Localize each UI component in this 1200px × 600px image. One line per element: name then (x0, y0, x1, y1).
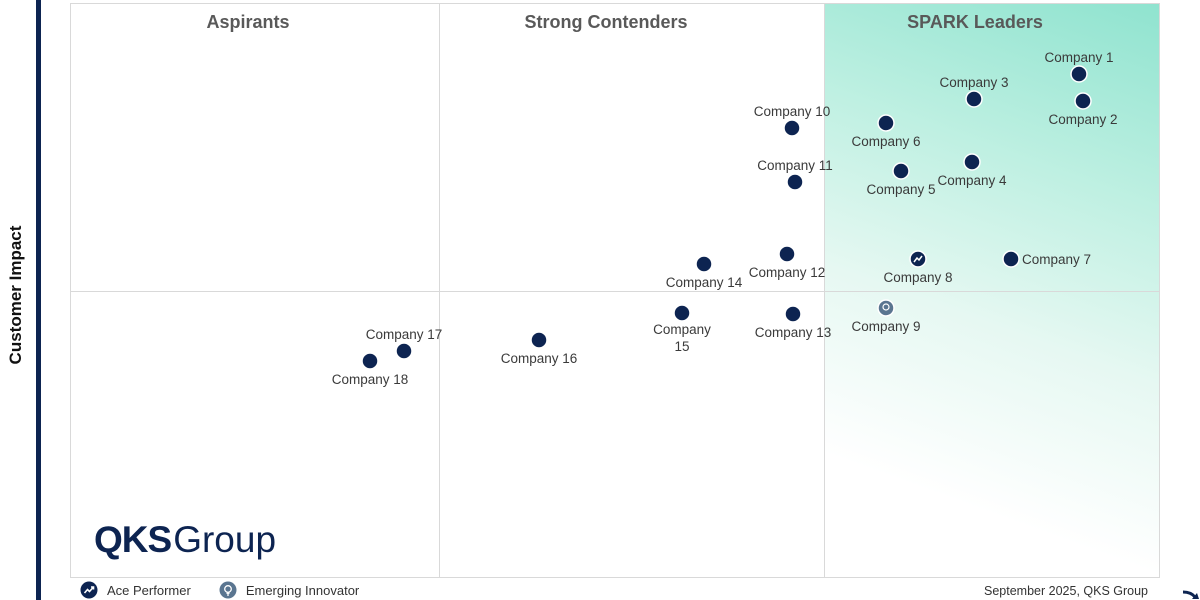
company-label: Company 18 (332, 372, 409, 387)
company-point: Company 15 (653, 304, 711, 354)
company-label: Company 17 (366, 327, 443, 342)
company-point: Company 13 (755, 305, 832, 340)
company-marker (786, 173, 804, 191)
left-accent-bar (36, 0, 41, 600)
company-label: Company 16 (501, 351, 578, 366)
company-label: Company 2 (1048, 112, 1117, 127)
company-label: Company 12 (749, 265, 826, 280)
matrix-chart: Aspirants Strong Contenders SPARK Leader… (70, 3, 1160, 578)
company-marker (395, 342, 413, 360)
legend-item-ace: Ace Performer (80, 581, 191, 599)
horizontal-midline (71, 291, 1159, 292)
company-marker (965, 90, 983, 108)
company-marker (963, 153, 981, 171)
logo-text-bold: QKS (94, 519, 172, 560)
company-point: Company 1 (1044, 50, 1114, 83)
company-label: Company 13 (755, 325, 832, 340)
quadrant-title-aspirants: Aspirants (206, 12, 290, 32)
footer-date: September 2025, QKS Group (984, 584, 1148, 598)
y-axis-label: Customer Impact (6, 225, 25, 365)
company-label: Company 11 (757, 158, 833, 173)
quadrant-divider-right (824, 4, 825, 577)
company-label: 15 (674, 339, 689, 354)
company-point: Company 2 (1048, 92, 1118, 127)
company-marker (1074, 92, 1092, 110)
quadrant-title-leaders: SPARK Leaders (907, 12, 1043, 32)
company-label: Company 1 (1044, 50, 1113, 65)
company-point: Company 9 (851, 299, 921, 334)
company-label: Company 5 (866, 182, 935, 197)
company-marker (783, 119, 801, 137)
lightbulb-icon (219, 581, 237, 599)
quadrant-title-contenders: Strong Contenders (524, 12, 688, 32)
company-point: Company 10 (754, 104, 831, 137)
company-point: Company 14 (666, 255, 743, 290)
legend-item-emerging: Emerging Innovator (219, 581, 359, 599)
legend-label-ace: Ace Performer (107, 582, 191, 598)
logo-text-light: Group (173, 519, 277, 560)
company-marker (1070, 65, 1088, 83)
company-point: Company 17 (366, 327, 443, 360)
company-marker (877, 114, 895, 132)
company-marker (892, 162, 910, 180)
quadrant-divider-left (439, 4, 440, 577)
company-point: Company 7 (1002, 250, 1091, 268)
company-marker (877, 299, 895, 317)
company-label: Company 4 (937, 173, 1007, 188)
company-label: Company 8 (883, 270, 952, 285)
company-point: Company 8 (883, 250, 953, 285)
trend-up-icon (80, 581, 98, 599)
company-marker (695, 255, 713, 273)
company-marker (361, 352, 379, 370)
company-label: Company 14 (666, 275, 743, 290)
lightbulb-icon (882, 303, 890, 311)
qks-group-logo: QKSGroup (94, 519, 276, 561)
company-point: Company 18 (332, 352, 409, 387)
company-marker (784, 305, 802, 323)
company-label: Company 10 (754, 104, 831, 119)
company-point: Company 11 (757, 158, 833, 191)
company-point: Company 4 (937, 153, 1007, 188)
arrow-right-icon (1183, 590, 1199, 599)
legend: Ace Performer Emerging Innovator (80, 580, 387, 600)
company-point: Company 3 (939, 75, 1009, 108)
legend-label-emerging: Emerging Innovator (245, 582, 360, 598)
company-marker (1002, 250, 1020, 268)
company-marker (673, 304, 691, 322)
company-point: Company 5 (866, 162, 936, 197)
company-point: Company 16 (501, 331, 578, 366)
company-label: Company 7 (1022, 252, 1091, 267)
trend-up-icon (913, 255, 923, 263)
company-marker (778, 245, 796, 263)
company-marker (530, 331, 548, 349)
company-point: Company 12 (749, 245, 826, 280)
company-label: Company 6 (851, 134, 920, 149)
company-point: Company 6 (851, 114, 921, 149)
leaders-zone-gradient (824, 4, 1159, 577)
company-label: Company 9 (851, 319, 920, 334)
company-label: Company 3 (939, 75, 1008, 90)
company-label: Company (653, 322, 711, 337)
